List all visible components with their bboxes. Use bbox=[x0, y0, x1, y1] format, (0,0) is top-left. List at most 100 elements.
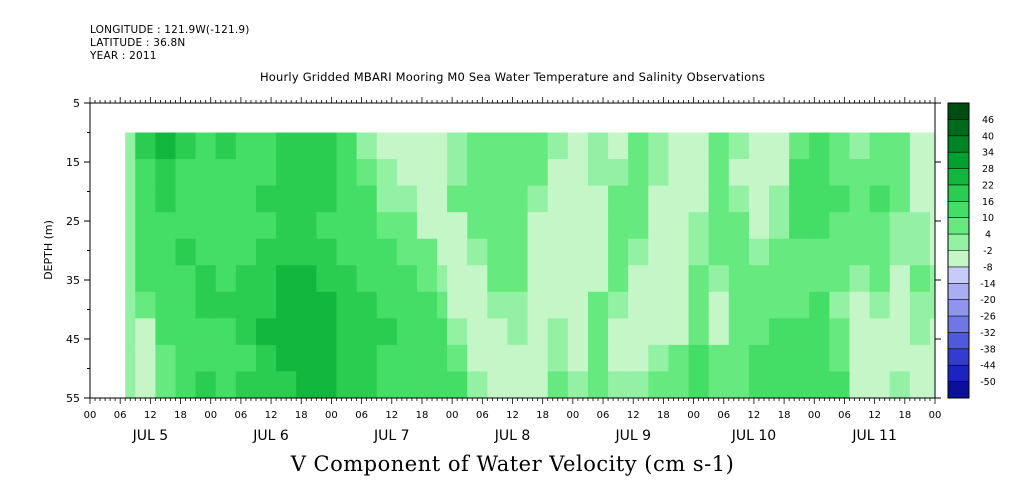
heatmap-cell bbox=[447, 238, 468, 266]
heatmap-cell bbox=[276, 371, 297, 398]
heatmap-cell bbox=[175, 265, 197, 293]
heatmap-cell bbox=[235, 265, 257, 293]
heatmap-cell bbox=[356, 159, 378, 187]
heatmap-cell bbox=[567, 291, 589, 319]
heatmap-cell bbox=[416, 318, 438, 346]
heatmap-cell bbox=[276, 238, 297, 266]
heatmap-cell bbox=[889, 185, 911, 213]
heatmap-cell bbox=[869, 132, 891, 160]
heatmap-cell bbox=[215, 159, 237, 187]
x-tick-label: 06 bbox=[476, 410, 489, 421]
heatmap-cell bbox=[195, 159, 217, 187]
x-tick-label: 00 bbox=[687, 410, 700, 421]
colorbar-swatch bbox=[948, 250, 969, 268]
x-tick-label: 00 bbox=[808, 410, 821, 421]
heatmap-cell bbox=[356, 238, 378, 266]
heatmap-cell bbox=[437, 185, 448, 213]
heatmap-cell bbox=[235, 132, 257, 160]
heatmap-cell bbox=[276, 344, 297, 373]
heatmap-cell bbox=[316, 344, 338, 373]
heatmap-cell bbox=[487, 291, 509, 319]
heatmap-cell bbox=[628, 185, 649, 213]
heatmap-cell bbox=[789, 238, 810, 266]
heatmap-cell bbox=[527, 371, 549, 398]
heatmap-cell bbox=[507, 185, 529, 213]
heatmap-cell bbox=[909, 371, 931, 398]
heatmap-cell bbox=[467, 344, 488, 373]
heatmap-cell bbox=[929, 344, 935, 373]
heatmap-cell bbox=[155, 344, 177, 373]
heatmap-cell bbox=[215, 291, 237, 319]
heatmap-cell bbox=[829, 371, 851, 398]
heatmap-cell bbox=[547, 212, 569, 240]
colorbar-label: 40 bbox=[982, 131, 994, 142]
heatmap-cell bbox=[255, 132, 277, 160]
heatmap-cell bbox=[507, 344, 529, 373]
heatmap-cell bbox=[155, 265, 177, 293]
heatmap-cell bbox=[909, 318, 931, 346]
heatmap-cell bbox=[336, 291, 358, 319]
heatmap-cell bbox=[336, 238, 358, 266]
heatmap-cell bbox=[608, 212, 629, 240]
heatmap-cell bbox=[296, 371, 317, 398]
heatmap-cell bbox=[447, 318, 468, 346]
heatmap-cell bbox=[155, 212, 177, 240]
heatmap-cell bbox=[889, 265, 911, 293]
colorbar-swatch bbox=[948, 119, 969, 137]
heatmap-cell bbox=[929, 265, 935, 293]
heatmap-cell bbox=[527, 265, 549, 293]
heatmap-cell bbox=[769, 265, 790, 293]
heatmap-cell bbox=[769, 344, 790, 373]
heatmap-cell bbox=[235, 371, 257, 398]
heatmap-cell bbox=[155, 238, 177, 266]
heatmap-cell bbox=[356, 318, 378, 346]
colorbar-label: 46 bbox=[982, 115, 994, 126]
heatmap-cell bbox=[769, 212, 790, 240]
heatmap-cell bbox=[487, 318, 509, 346]
x-axis: 00 06 12 18 00 06 12 18 00 06 12 18 00 06 12 18 00 06 12 18… bbox=[84, 97, 941, 444]
heatmap-cell bbox=[809, 371, 830, 398]
heatmap-cell bbox=[155, 291, 177, 319]
heatmap-cell bbox=[527, 132, 549, 160]
heatmap-cell bbox=[416, 291, 438, 319]
heatmap-cell bbox=[135, 265, 156, 293]
heatmap-cell bbox=[929, 132, 935, 160]
heatmap-cell bbox=[336, 159, 358, 187]
heatmap-cell bbox=[587, 132, 609, 160]
heatmap-cell bbox=[215, 344, 237, 373]
heatmap-cell bbox=[628, 344, 649, 373]
heatmap-cell bbox=[437, 238, 448, 266]
heatmap-cell bbox=[376, 159, 398, 187]
heatmap-cell bbox=[255, 238, 277, 266]
heatmap-cell bbox=[155, 371, 177, 398]
heatmap-cell bbox=[909, 265, 931, 293]
heatmap-cell bbox=[296, 132, 317, 160]
heatmap-cell bbox=[195, 238, 217, 266]
heatmap-cell bbox=[648, 159, 670, 187]
heatmap-cell bbox=[487, 159, 509, 187]
heatmap-cell bbox=[376, 344, 398, 373]
heatmap-cell bbox=[628, 238, 649, 266]
heatmap-cell bbox=[748, 212, 770, 240]
heatmap-cells bbox=[125, 132, 935, 398]
heatmap-cell bbox=[789, 132, 810, 160]
heatmap-cell bbox=[929, 318, 935, 346]
heatmap-cell bbox=[316, 371, 338, 398]
heatmap-cell bbox=[809, 238, 830, 266]
heatmap-cell bbox=[889, 344, 911, 373]
heatmap-cell bbox=[869, 318, 891, 346]
x-tick-label: 06 bbox=[838, 410, 851, 421]
heatmap-cell bbox=[215, 212, 237, 240]
heatmap-cell bbox=[587, 291, 609, 319]
heatmap-cell bbox=[336, 132, 358, 160]
heatmap-cell bbox=[668, 159, 690, 187]
heatmap-cell bbox=[648, 212, 670, 240]
heatmap-cell bbox=[396, 212, 418, 240]
heatmap-cell bbox=[567, 265, 589, 293]
heatmap-cell bbox=[708, 344, 730, 373]
heatmap-cell bbox=[829, 185, 851, 213]
heatmap-cell bbox=[829, 344, 851, 373]
heatmap-cell bbox=[527, 291, 549, 319]
heatmap-cell bbox=[748, 291, 770, 319]
year-label: YEAR : 2011 bbox=[90, 50, 157, 62]
